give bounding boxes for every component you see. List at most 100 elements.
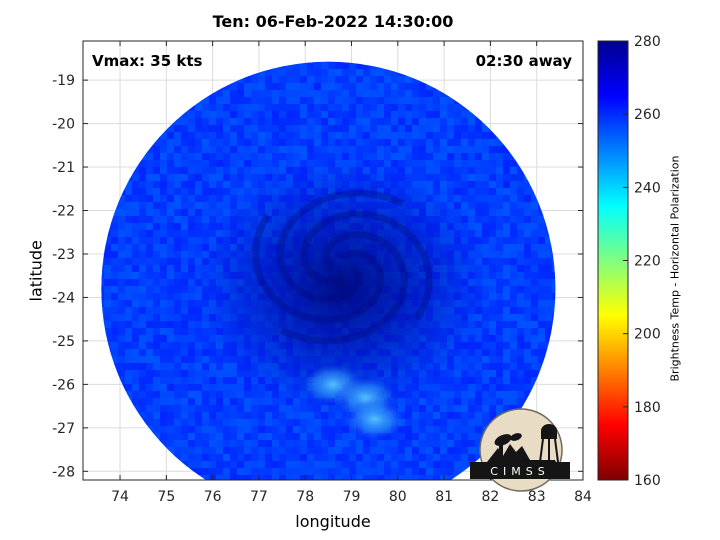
swath-pixel bbox=[335, 475, 342, 480]
swath-pixel bbox=[307, 426, 314, 433]
swath-pixel bbox=[90, 167, 97, 174]
swath-pixel bbox=[461, 104, 468, 111]
swath-pixel bbox=[90, 160, 97, 167]
swath-pixel bbox=[552, 230, 556, 237]
swath-pixel bbox=[181, 356, 188, 363]
swath-pixel bbox=[496, 202, 503, 209]
swath-pixel bbox=[552, 104, 556, 111]
swath-pixel bbox=[426, 398, 433, 405]
swath-pixel bbox=[216, 398, 223, 405]
swath-pixel bbox=[153, 265, 160, 272]
swath-pixel bbox=[391, 62, 398, 69]
swath-pixel bbox=[545, 174, 552, 181]
swath-pixel bbox=[101, 188, 104, 195]
swath-pixel bbox=[83, 300, 90, 307]
swath-pixel bbox=[181, 111, 188, 118]
swath-pixel bbox=[111, 321, 118, 328]
swath-pixel bbox=[167, 83, 174, 90]
swath-pixel bbox=[447, 118, 454, 125]
swath-pixel bbox=[230, 90, 237, 97]
swath-pixel bbox=[524, 370, 531, 377]
swath-pixel bbox=[349, 76, 356, 83]
colorbar-tick-label: 260 bbox=[634, 107, 661, 123]
swath-pixel bbox=[545, 342, 552, 349]
logo-text: CIMSS bbox=[490, 465, 549, 478]
swath-pixel bbox=[475, 209, 482, 216]
swath-pixel bbox=[118, 447, 125, 454]
swath-pixel bbox=[356, 475, 363, 480]
swath-pixel bbox=[398, 160, 405, 167]
swath-pixel bbox=[524, 167, 531, 174]
swath-pixel bbox=[566, 314, 573, 321]
swath-pixel bbox=[202, 174, 209, 181]
swath-pixel bbox=[83, 216, 90, 223]
swath-pixel bbox=[552, 83, 556, 90]
swath-pixel bbox=[139, 111, 146, 118]
swath-pixel bbox=[328, 461, 335, 468]
swath-pixel bbox=[265, 454, 272, 461]
swath-pixel bbox=[496, 153, 503, 160]
swath-pixel bbox=[125, 258, 132, 265]
swath-pixel bbox=[160, 391, 167, 398]
swath-pixel bbox=[454, 118, 461, 125]
swath-pixel bbox=[181, 160, 188, 167]
swath-pixel bbox=[174, 433, 181, 440]
swath-pixel bbox=[377, 132, 384, 139]
swath-pixel bbox=[503, 342, 510, 349]
swath-pixel bbox=[496, 195, 503, 202]
swath-pixel bbox=[90, 475, 97, 482]
swath-pixel bbox=[202, 419, 209, 426]
swath-pixel bbox=[566, 83, 573, 90]
swath-pixel bbox=[244, 153, 251, 160]
swath-pixel bbox=[167, 97, 174, 104]
swath-pixel bbox=[461, 202, 468, 209]
y-tick-label: -19 bbox=[52, 73, 75, 89]
swath-pixel bbox=[83, 356, 90, 363]
swath-pixel bbox=[216, 83, 223, 90]
swath-pixel bbox=[433, 167, 440, 174]
swath-pixel bbox=[426, 167, 433, 174]
swath-pixel bbox=[167, 223, 174, 230]
swath-pixel bbox=[104, 111, 111, 118]
swath-pixel bbox=[83, 202, 90, 209]
swath-pixel bbox=[139, 426, 146, 433]
swath-pixel bbox=[118, 195, 125, 202]
swath-pixel bbox=[321, 90, 328, 97]
swath-pixel bbox=[510, 209, 517, 216]
swath-pixel bbox=[524, 391, 531, 398]
swath-pixel bbox=[419, 69, 426, 76]
swath-pixel bbox=[202, 412, 209, 419]
swath-pixel bbox=[90, 188, 97, 195]
plot-frame bbox=[82, 40, 584, 481]
swath-pixel bbox=[230, 125, 237, 132]
swath-pixel bbox=[545, 111, 552, 118]
swath-pixel bbox=[216, 146, 223, 153]
swath-pixel bbox=[447, 125, 454, 132]
swath-pixel bbox=[188, 300, 195, 307]
swath-pixel bbox=[167, 146, 174, 153]
swath-pixel bbox=[237, 440, 244, 447]
swath-pixel bbox=[538, 216, 545, 223]
swath-pixel bbox=[111, 419, 118, 426]
swath-pixel bbox=[202, 76, 209, 83]
swath-pixel bbox=[573, 314, 580, 321]
swath-pixel bbox=[510, 174, 517, 181]
swath-pixel bbox=[174, 461, 181, 468]
swath-pixel bbox=[209, 426, 216, 433]
swath-pixel bbox=[118, 209, 125, 216]
swath-pixel bbox=[153, 69, 160, 76]
swath-pixel bbox=[153, 237, 160, 244]
swath-pixel bbox=[286, 62, 293, 69]
swath-pixel bbox=[349, 475, 356, 480]
swath-pixel bbox=[552, 223, 556, 230]
swath-pixel bbox=[132, 342, 139, 349]
swath-pixel bbox=[195, 440, 202, 447]
swath-pixel bbox=[342, 139, 349, 146]
swath-pixel bbox=[489, 209, 496, 216]
swath-pixel bbox=[202, 153, 209, 160]
swath-pixel bbox=[370, 146, 377, 153]
swath-pixel bbox=[328, 125, 335, 132]
swath-pixel bbox=[559, 202, 566, 209]
swath-pixel bbox=[482, 188, 489, 195]
